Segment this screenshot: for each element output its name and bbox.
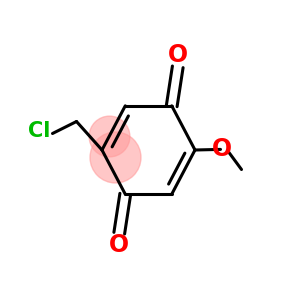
Text: O: O — [109, 232, 129, 256]
Text: O: O — [168, 44, 188, 68]
Text: Cl: Cl — [28, 121, 50, 141]
Circle shape — [89, 116, 130, 157]
Text: O: O — [212, 137, 232, 161]
Circle shape — [90, 132, 141, 183]
